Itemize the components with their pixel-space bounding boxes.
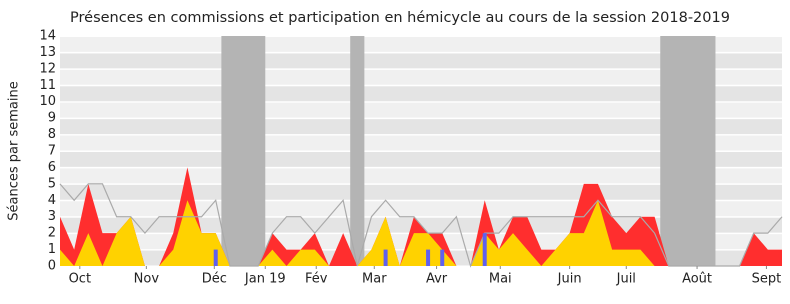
y-axis-label: Séances par semaine (7, 81, 22, 220)
vacation-band (350, 36, 365, 266)
x-tick-label: Août (682, 272, 712, 287)
y-tick-label: 10 (39, 94, 56, 109)
bar (482, 233, 487, 266)
x-tick-label: Déc (202, 272, 227, 287)
x-tick-label: Jan 19 (244, 272, 286, 287)
chart-title: Présences en commissions et participatio… (70, 10, 730, 26)
x-tick-label: Nov (134, 272, 160, 287)
y-tick-label: 3 (48, 209, 56, 224)
x-tick-label: Fév (305, 272, 328, 287)
y-tick-label: 12 (39, 61, 56, 76)
line (59, 183, 783, 268)
vacation-band (221, 36, 266, 266)
bar (440, 249, 445, 266)
area (60, 200, 782, 266)
x-tick-label: Avr (426, 272, 448, 287)
y-tick-label: 4 (48, 193, 56, 208)
y-tick-label: 5 (48, 176, 56, 191)
x-tick-label: Juin (557, 272, 582, 287)
x-tick-label: Sept (752, 272, 782, 287)
y-tick-label: 8 (48, 127, 56, 142)
bar (213, 249, 218, 266)
bar (383, 249, 388, 266)
y-tick-label: 2 (48, 226, 56, 241)
y-tick-label: 11 (39, 78, 56, 93)
y-tick-label: 14 (39, 29, 56, 44)
y-tick-label: 9 (48, 111, 56, 126)
x-tick-label: Oct (69, 272, 91, 287)
bar (426, 249, 431, 266)
y-tick-label: 1 (48, 242, 56, 257)
vacation-band (660, 36, 716, 266)
y-tick-label: 0 (48, 259, 56, 274)
x-tick-label: Juil (616, 272, 636, 287)
x-tick-label: Mar (362, 272, 387, 287)
x-tick-label: Mai (489, 272, 512, 287)
y-tick-label: 13 (39, 45, 56, 60)
y-tick-label: 6 (48, 160, 56, 175)
y-tick-label: 7 (48, 144, 56, 159)
